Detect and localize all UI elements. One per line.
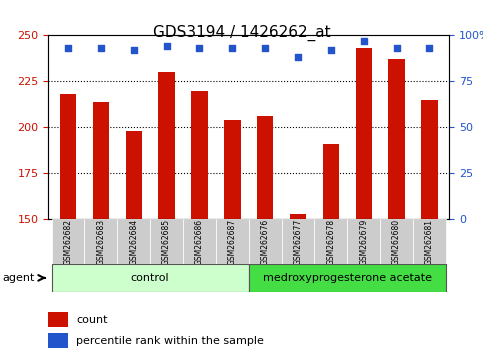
Point [294, 55, 302, 60]
Text: GSM262680: GSM262680 [392, 218, 401, 265]
Text: GSM262685: GSM262685 [162, 218, 171, 265]
Point [360, 38, 368, 44]
FancyBboxPatch shape [380, 219, 413, 264]
Text: GSM262687: GSM262687 [228, 218, 237, 265]
Bar [126, 131, 142, 219]
FancyBboxPatch shape [347, 219, 380, 264]
Text: GSM262682: GSM262682 [64, 219, 72, 264]
FancyBboxPatch shape [52, 219, 85, 264]
Bar [224, 120, 241, 219]
FancyBboxPatch shape [249, 264, 446, 292]
Bar [388, 59, 405, 219]
FancyBboxPatch shape [314, 219, 347, 264]
Text: GSM262679: GSM262679 [359, 218, 368, 265]
Bar [323, 144, 339, 219]
FancyBboxPatch shape [52, 264, 249, 292]
Point [130, 47, 138, 53]
FancyBboxPatch shape [216, 219, 249, 264]
Point [196, 45, 203, 51]
FancyBboxPatch shape [249, 219, 282, 264]
Text: agent: agent [2, 273, 35, 283]
Point [393, 45, 400, 51]
Text: GSM262686: GSM262686 [195, 218, 204, 265]
Bar [93, 102, 109, 219]
Bar [421, 100, 438, 219]
Point [97, 45, 105, 51]
Text: count: count [76, 315, 108, 325]
Bar [48, 312, 69, 327]
Bar [290, 214, 306, 219]
Bar [257, 116, 273, 219]
Point [327, 47, 335, 53]
Text: control: control [131, 273, 170, 283]
Bar [158, 72, 175, 219]
FancyBboxPatch shape [282, 219, 314, 264]
FancyBboxPatch shape [117, 219, 150, 264]
Point [426, 45, 433, 51]
Text: GSM262678: GSM262678 [327, 218, 335, 265]
FancyBboxPatch shape [183, 219, 216, 264]
Bar [191, 91, 208, 219]
Point [64, 45, 72, 51]
Point [163, 44, 170, 49]
Text: GSM262683: GSM262683 [97, 218, 105, 265]
FancyBboxPatch shape [150, 219, 183, 264]
FancyBboxPatch shape [413, 219, 446, 264]
Bar [48, 333, 69, 348]
Text: GSM262684: GSM262684 [129, 218, 138, 265]
Text: GDS3194 / 1426262_at: GDS3194 / 1426262_at [153, 25, 330, 41]
Text: GSM262677: GSM262677 [294, 218, 302, 265]
Text: GSM262681: GSM262681 [425, 219, 434, 264]
Bar [355, 48, 372, 219]
Text: GSM262676: GSM262676 [261, 218, 270, 265]
Point [261, 45, 269, 51]
Bar [60, 94, 76, 219]
Text: percentile rank within the sample: percentile rank within the sample [76, 336, 264, 346]
Point [228, 45, 236, 51]
FancyBboxPatch shape [85, 219, 117, 264]
Text: medroxyprogesterone acetate: medroxyprogesterone acetate [263, 273, 432, 283]
